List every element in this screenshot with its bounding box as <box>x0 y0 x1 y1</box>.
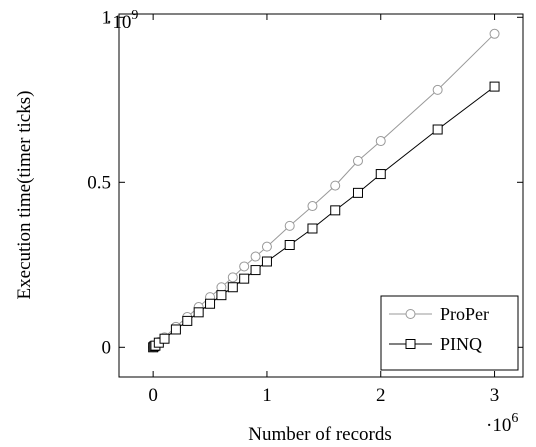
legend-label: PINQ <box>440 334 482 354</box>
data-point <box>352 155 363 166</box>
data-point <box>239 273 250 284</box>
data-point <box>375 136 386 147</box>
data-point <box>205 298 216 309</box>
data-point <box>375 169 386 180</box>
y-axis-label: Execution time(timer ticks) <box>14 91 35 300</box>
data-point <box>227 282 238 293</box>
data-point <box>239 261 250 272</box>
data-point <box>489 28 500 39</box>
x-tick-label: 3 <box>490 385 500 406</box>
data-point <box>170 324 181 335</box>
data-point <box>432 84 443 95</box>
data-point <box>489 81 500 92</box>
legend-marker <box>405 339 416 349</box>
data-point <box>352 187 363 198</box>
legend-label: ProPer <box>440 304 489 324</box>
legend-item-pinq: PINQ <box>389 334 482 354</box>
data-point <box>182 315 193 326</box>
plot-frame <box>118 13 524 378</box>
data-point <box>193 307 204 318</box>
legend-box <box>380 295 519 371</box>
legend: ProPer PINQ <box>380 295 519 371</box>
data-point <box>261 241 272 252</box>
legend-item-proper: ProPer <box>389 304 489 324</box>
x-tick-label: 2 <box>376 385 386 406</box>
data-point <box>261 256 272 267</box>
y-multiplier: ·109 <box>106 8 138 33</box>
data-point <box>284 220 295 231</box>
x-multiplier: ·106 <box>486 411 518 436</box>
y-tick-label: 1 <box>102 7 112 28</box>
data-point <box>307 201 318 212</box>
data-point <box>250 265 261 276</box>
data-point <box>432 124 443 135</box>
series-layer <box>148 28 500 353</box>
data-point <box>330 180 341 191</box>
legend-marker <box>405 309 416 319</box>
x-tick-label: 0 <box>148 385 158 406</box>
data-point <box>284 240 295 250</box>
data-point <box>216 290 227 301</box>
data-point <box>330 205 341 216</box>
x-tick-label: 1 <box>262 385 272 406</box>
series-pinq <box>148 81 500 353</box>
y-tick-label: 0.5 <box>87 172 111 193</box>
data-point <box>307 223 318 234</box>
y-tick-label: 0 <box>102 337 112 358</box>
data-point <box>159 333 170 344</box>
data-point <box>227 272 238 283</box>
data-point <box>250 251 261 262</box>
x-axis-label: Number of records <box>248 424 392 445</box>
x-axis-ticks: 0 1 2 3 <box>148 14 499 406</box>
